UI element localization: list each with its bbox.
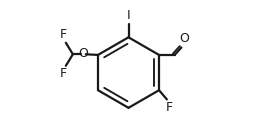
Text: F: F [166, 102, 173, 114]
Text: I: I [127, 9, 130, 22]
Text: F: F [60, 67, 67, 80]
Text: F: F [60, 28, 67, 41]
Text: O: O [179, 32, 189, 45]
Text: O: O [78, 47, 88, 60]
